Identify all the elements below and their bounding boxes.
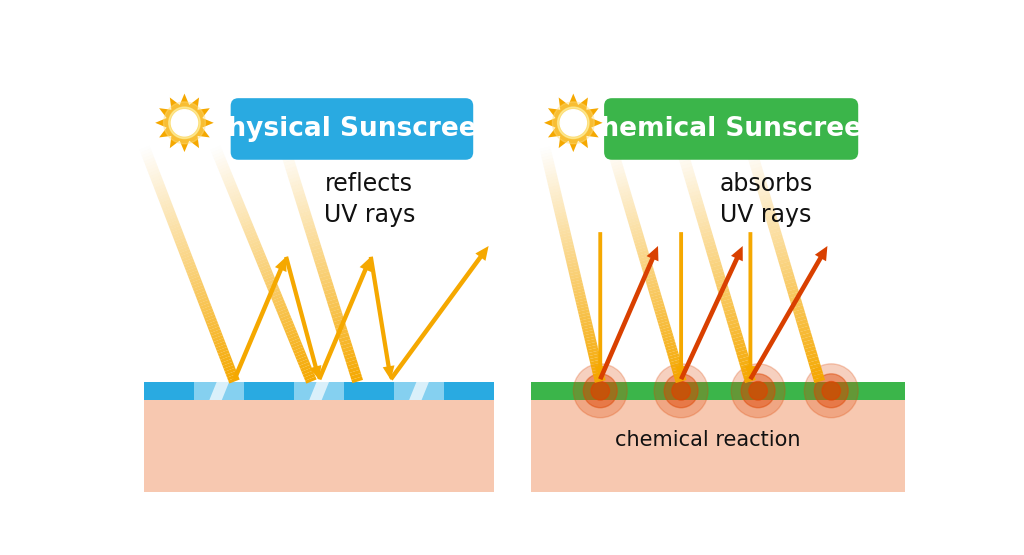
Circle shape — [749, 381, 767, 400]
FancyArrow shape — [284, 256, 322, 380]
FancyArrow shape — [595, 232, 605, 380]
Circle shape — [731, 364, 785, 418]
Text: Physical Sunscreen: Physical Sunscreen — [208, 115, 496, 142]
Bar — [195, 381, 245, 400]
Bar — [444, 381, 494, 400]
Circle shape — [164, 102, 206, 144]
FancyArrow shape — [232, 257, 287, 380]
Bar — [394, 381, 444, 400]
Bar — [245, 381, 294, 400]
Circle shape — [665, 374, 698, 408]
Text: reflects
UV rays: reflects UV rays — [324, 173, 415, 227]
Circle shape — [814, 374, 848, 408]
Circle shape — [822, 381, 841, 400]
Circle shape — [654, 364, 708, 418]
Circle shape — [672, 381, 690, 400]
Circle shape — [171, 110, 198, 136]
Circle shape — [552, 102, 594, 144]
FancyArrow shape — [745, 232, 756, 380]
Bar — [144, 381, 195, 400]
Circle shape — [584, 374, 617, 408]
FancyBboxPatch shape — [230, 98, 473, 160]
Circle shape — [804, 364, 858, 418]
FancyArrow shape — [369, 256, 394, 380]
Bar — [294, 381, 344, 400]
FancyArrow shape — [676, 232, 686, 380]
Text: absorbs
UV rays: absorbs UV rays — [719, 173, 812, 227]
Circle shape — [558, 107, 589, 139]
Bar — [531, 381, 905, 400]
Circle shape — [741, 374, 775, 408]
Circle shape — [591, 381, 609, 400]
Polygon shape — [156, 94, 214, 152]
Circle shape — [573, 364, 628, 418]
Text: Chemical Sunscreen: Chemical Sunscreen — [582, 115, 881, 142]
FancyArrow shape — [749, 246, 827, 380]
Text: chemical reaction: chemical reaction — [615, 430, 801, 450]
Polygon shape — [410, 381, 429, 400]
Polygon shape — [209, 381, 229, 400]
FancyArrow shape — [317, 257, 371, 380]
Bar — [144, 397, 494, 492]
Circle shape — [169, 107, 200, 139]
Bar — [344, 381, 394, 400]
FancyArrow shape — [598, 246, 658, 380]
Polygon shape — [544, 94, 602, 152]
Polygon shape — [309, 381, 329, 400]
Bar — [531, 397, 905, 492]
FancyArrow shape — [389, 246, 488, 381]
FancyArrow shape — [679, 246, 742, 380]
Circle shape — [560, 110, 587, 136]
FancyBboxPatch shape — [604, 98, 858, 160]
